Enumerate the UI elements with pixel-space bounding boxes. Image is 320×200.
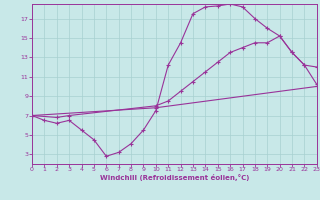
X-axis label: Windchill (Refroidissement éolien,°C): Windchill (Refroidissement éolien,°C) [100,174,249,181]
